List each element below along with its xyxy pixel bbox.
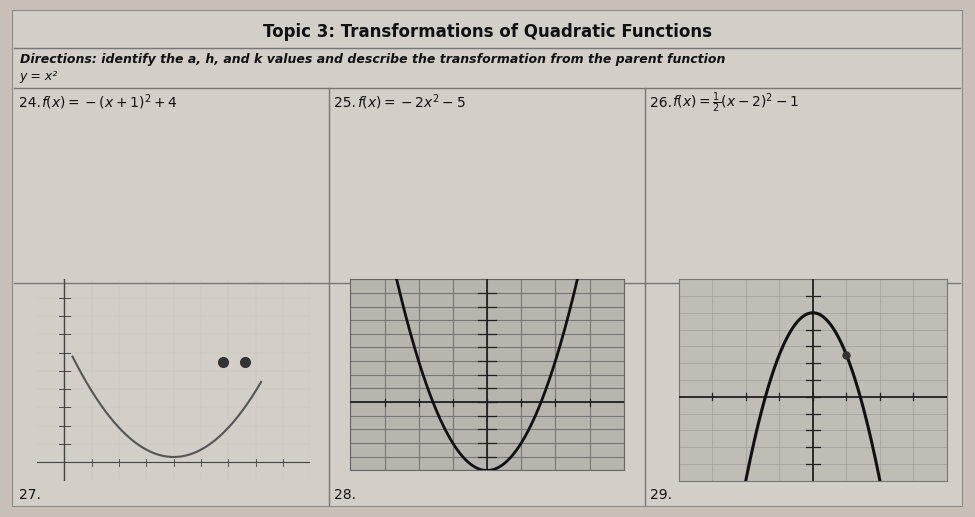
Text: 27.: 27. — [19, 488, 40, 501]
Text: $f(x) = \frac{1}{2}(x - 2)^2 - 1$: $f(x) = \frac{1}{2}(x - 2)^2 - 1$ — [672, 90, 800, 115]
Text: 26.: 26. — [649, 96, 672, 110]
Text: 28.: 28. — [334, 488, 356, 501]
Text: 25.: 25. — [334, 96, 356, 110]
Text: $f(x)  =  -2x^2 - 5$: $f(x) = -2x^2 - 5$ — [357, 93, 465, 113]
Text: 24.: 24. — [19, 96, 40, 110]
Text: $f(x) =-(x + 1)^2 + 4$: $f(x) =-(x + 1)^2 + 4$ — [41, 93, 177, 113]
Text: Directions: identify the a, h, and k values and describe the transformation from: Directions: identify the a, h, and k val… — [20, 53, 724, 67]
Text: 29.: 29. — [649, 488, 672, 501]
Text: y = x²: y = x² — [20, 70, 58, 83]
Text: Topic 3: Transformations of Quadratic Functions: Topic 3: Transformations of Quadratic Fu… — [262, 23, 712, 41]
